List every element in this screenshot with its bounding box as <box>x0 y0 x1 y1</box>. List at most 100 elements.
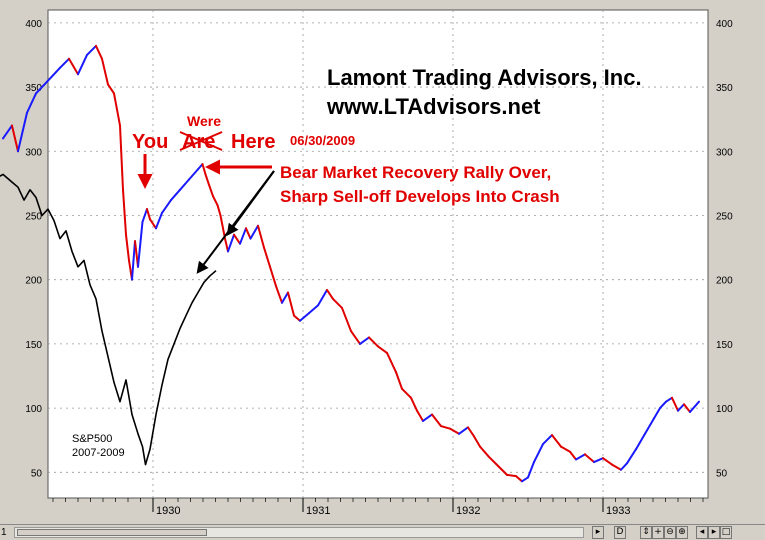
x-tick-label: 1932 <box>456 505 480 517</box>
x-tick-label: 1931 <box>306 505 330 517</box>
series-dow-segment <box>233 233 241 245</box>
pan-left-button[interactable]: ◂ <box>696 526 708 539</box>
annotation-were: Were <box>187 113 221 129</box>
series-dow-segment <box>479 445 490 458</box>
scrollbar-track[interactable] <box>14 527 584 538</box>
pan-right-button[interactable]: ▸ <box>708 526 720 539</box>
series-sp500-line <box>0 173 217 466</box>
series-dow-segment <box>458 426 469 435</box>
series-dow-segment <box>386 351 397 374</box>
series-dow-segment <box>395 371 403 390</box>
crosshair-button[interactable]: + <box>652 526 664 539</box>
series-dow-segment <box>125 233 130 262</box>
series-dow-segment <box>11 124 19 153</box>
series-dow-segment <box>611 463 622 471</box>
annotation-rally-line1: Bear Market Recovery Rally Over, <box>280 163 551 182</box>
daily-button[interactable]: D <box>614 526 626 539</box>
y-tick-label-right: 250 <box>716 211 733 222</box>
series-dow-segment <box>368 336 379 348</box>
series-dow-segment <box>326 288 334 300</box>
series-dow-segment <box>149 218 157 230</box>
series-dow-segment <box>473 435 481 448</box>
scrollbar-thumb[interactable] <box>17 529 207 536</box>
series-dow-segment <box>170 188 181 202</box>
series-dow-segment <box>219 214 226 240</box>
series-dow-segment <box>401 387 412 399</box>
x-tick-label: 1930 <box>156 505 180 517</box>
series-dow-segment <box>216 204 222 217</box>
watermark-url: www.LTAdvisors.net <box>326 94 541 119</box>
series-dow-segment <box>689 400 700 413</box>
scroll-right-button[interactable]: ▸ <box>592 526 604 539</box>
zoom-in-button[interactable]: ⊕ <box>676 526 688 539</box>
series-dow-segment <box>422 413 433 422</box>
strike-line-2 <box>179 131 223 151</box>
y-tick-label-left: 150 <box>25 340 42 351</box>
series-dow-segment <box>17 111 28 153</box>
series-dow-segment <box>560 445 571 453</box>
y-tick-label-left: 50 <box>31 468 43 479</box>
y-tick-label-left: 400 <box>25 19 42 30</box>
series-dow-segment <box>527 461 535 479</box>
series-dow-segment <box>584 453 595 464</box>
series-dow-segment <box>249 224 259 240</box>
series-dow-segment <box>575 453 586 461</box>
watermark-company: Lamont Trading Advisors, Inc. <box>327 65 642 90</box>
series-dow-segment <box>224 237 229 253</box>
y-tick-label-right: 350 <box>716 83 733 94</box>
chart-svg: 50 50 100 100 150 150 200 200 250 250 300 300 350 350… <box>0 9 733 517</box>
annotation-rally-line2: Sharp Sell-off Develops Into Crash <box>280 187 560 206</box>
plot-area <box>47 9 709 499</box>
series-dow-segment <box>653 407 661 420</box>
y-tick-label-right: 50 <box>716 468 728 479</box>
x-tick-label: 1933 <box>606 505 630 517</box>
series-dow-segment <box>551 434 562 448</box>
maximize-button[interactable]: □ <box>720 526 732 539</box>
series-dow-segment <box>77 53 88 76</box>
series-dow-segment <box>2 124 13 140</box>
series-dow-segment <box>488 455 499 467</box>
series-dow-segment <box>207 182 214 198</box>
series-dow-segment <box>146 208 151 221</box>
y-tick-label-left: 200 <box>25 276 42 287</box>
series-dow-segment <box>410 396 418 412</box>
series-dow-segment <box>35 79 49 95</box>
series-dow-segment <box>635 432 646 451</box>
series-dow-segment <box>227 233 235 253</box>
y-tick-label-left: 250 <box>25 211 42 222</box>
series-dow-segment <box>620 462 628 471</box>
series-dow-segment <box>671 396 679 412</box>
series-dow-segment <box>521 476 529 483</box>
series-dow-segment <box>131 240 136 281</box>
series-dow-segment <box>497 464 508 476</box>
horizontal-scrollbar[interactable]: 1 ▸ D ⇕ + ⊖ ⊕ ◂ ▸ □ <box>0 524 765 540</box>
series-dow-segment <box>308 304 319 315</box>
zoom-out-button[interactable]: ⊖ <box>664 526 676 539</box>
vertical-scale-button[interactable]: ⇕ <box>640 526 652 539</box>
annotation-you: You <box>132 131 168 153</box>
series-dow-segment <box>275 285 283 304</box>
series-dow-segment <box>47 66 61 82</box>
series-dow-segment <box>299 312 310 322</box>
series-dow-segment <box>332 297 343 309</box>
series-dow-segment <box>137 220 144 268</box>
series-dow-segment <box>257 224 265 249</box>
y-tick-label-right: 150 <box>716 340 733 351</box>
series-dow-segment <box>449 427 460 435</box>
y-tick-label-left: 300 <box>25 147 42 158</box>
series-dow-segment <box>95 44 103 60</box>
series-dow-segment <box>179 178 190 191</box>
series-dow-segment <box>416 409 424 422</box>
series-dow-segment <box>101 57 109 86</box>
series-dow-segment <box>59 57 70 69</box>
series-dow-segment <box>626 448 637 465</box>
series-dow-segment <box>68 57 79 76</box>
y-tick-label-left: 350 <box>25 83 42 94</box>
series-dow-segment <box>644 417 655 435</box>
annotation-here: Here <box>231 131 275 153</box>
series-dow-segment <box>188 168 199 181</box>
series-dow-segment <box>350 330 361 345</box>
series-dow-segment <box>161 199 172 214</box>
y-tick-label-right: 300 <box>716 147 733 158</box>
series-dow-segment <box>26 92 37 114</box>
